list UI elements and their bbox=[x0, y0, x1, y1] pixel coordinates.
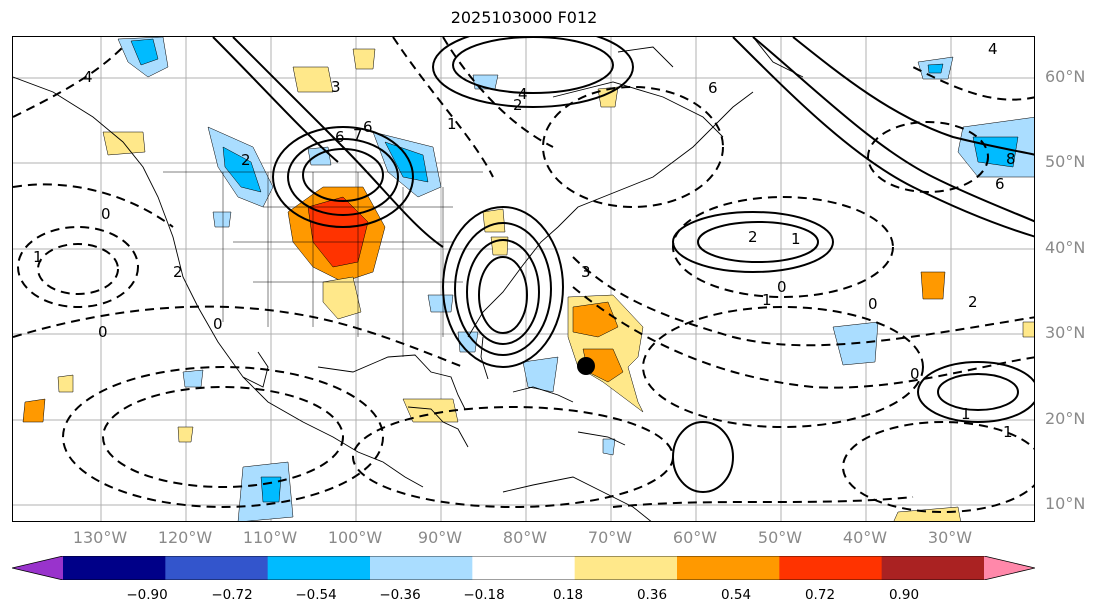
lon-label: 40°W bbox=[842, 528, 888, 547]
lon-label: 50°W bbox=[757, 528, 803, 547]
contour-label: 1 bbox=[33, 248, 43, 266]
colorbar-segment bbox=[779, 556, 883, 580]
contour-label: 1 bbox=[791, 230, 801, 248]
colorbar-segment bbox=[165, 556, 269, 580]
colorbar-tick: −0.18 bbox=[463, 587, 505, 603]
storm-center-dot bbox=[577, 357, 595, 375]
lat-label: 40°N bbox=[1045, 238, 1086, 257]
contour-label: 2 bbox=[173, 263, 183, 281]
contour-label: 7 bbox=[353, 126, 363, 144]
contour-label: 0 bbox=[213, 315, 223, 333]
colorbar-segment bbox=[267, 556, 371, 580]
colorbar-segment bbox=[677, 556, 780, 580]
contour-label: 1 bbox=[961, 405, 971, 423]
colorbar-segment bbox=[63, 556, 166, 580]
contour-label: 4 bbox=[83, 68, 93, 86]
colorbar-extend-high bbox=[984, 556, 1035, 580]
lat-label: 20°N bbox=[1045, 409, 1086, 428]
state-borders bbox=[163, 171, 483, 357]
colorbar-tick: −0.72 bbox=[211, 587, 253, 603]
colorbar-tick: 0.18 bbox=[552, 587, 584, 603]
contour-label: 1 bbox=[1003, 423, 1013, 441]
colorbar-tick: 0.54 bbox=[720, 587, 752, 603]
shading-negative bbox=[117, 37, 1034, 521]
contour-label: 6 bbox=[335, 128, 345, 146]
colorbar-segment bbox=[881, 556, 985, 580]
contour-label: 6 bbox=[708, 79, 718, 97]
contours-dashed bbox=[13, 37, 1034, 513]
contour-label: 0 bbox=[868, 295, 878, 313]
lon-label: 70°W bbox=[587, 528, 633, 547]
coastlines bbox=[13, 37, 804, 521]
contour-label: 2 bbox=[241, 151, 251, 169]
contour-label: 3 bbox=[581, 263, 591, 281]
contour-label: 1 bbox=[762, 291, 772, 309]
lat-label: 60°N bbox=[1045, 67, 1086, 86]
colorbar-tick: −0.54 bbox=[295, 587, 337, 603]
contour-label: 3 bbox=[331, 78, 341, 96]
map-panel: 4 6 3 2 1 0 6 7 4 6 4 8 6 2 1 0 3 2 1 0 bbox=[12, 36, 1035, 522]
colorbar-tick: −0.90 bbox=[126, 587, 168, 603]
contour-label: 0 bbox=[101, 205, 111, 223]
lon-label: 30°W bbox=[927, 528, 973, 547]
contour-label: 2 bbox=[513, 96, 523, 114]
contour-label: 6 bbox=[995, 175, 1005, 193]
colorbar-tick: 0.90 bbox=[888, 587, 920, 603]
colorbar-tick: 0.36 bbox=[636, 587, 668, 603]
map-canvas: 4 6 3 2 1 0 6 7 4 6 4 8 6 2 1 0 3 2 1 0 bbox=[13, 37, 1034, 521]
lon-label: 80°W bbox=[502, 528, 548, 547]
lon-label: 110°W bbox=[242, 528, 298, 547]
contour-label: 6 bbox=[363, 118, 373, 136]
colorbar-tick: 0.72 bbox=[804, 587, 836, 603]
contour-label: 2 bbox=[968, 293, 978, 311]
colorbar-extend-low bbox=[12, 556, 63, 580]
contour-label: 4 bbox=[988, 40, 998, 58]
contour-labels: 4 6 3 2 1 0 6 7 4 6 4 8 6 2 1 0 3 2 1 0 bbox=[33, 40, 1016, 441]
contour-label: 4 bbox=[518, 85, 528, 103]
lon-label: 60°W bbox=[672, 528, 718, 547]
lat-label: 50°N bbox=[1045, 152, 1086, 171]
contour-label: 8 bbox=[1006, 150, 1016, 168]
colorbar-segment bbox=[472, 556, 576, 580]
colorbar bbox=[12, 556, 1035, 580]
colorbar-tick: −0.36 bbox=[379, 587, 421, 603]
shading-positive bbox=[22, 48, 1034, 521]
lat-label: 30°N bbox=[1045, 323, 1086, 342]
lon-label: 130°W bbox=[72, 528, 128, 547]
contour-label: 0 bbox=[98, 323, 108, 341]
lon-label: 120°W bbox=[157, 528, 213, 547]
colorbar-segment bbox=[574, 556, 678, 580]
contour-label: 0 bbox=[910, 365, 920, 383]
contours-solid bbox=[212, 37, 1034, 493]
lat-label: 10°N bbox=[1045, 494, 1086, 513]
lon-label: 100°W bbox=[327, 528, 383, 547]
colorbar-segment bbox=[370, 556, 473, 580]
map-title: 2025103000 F012 bbox=[450, 8, 598, 27]
contour-label: 1 bbox=[447, 115, 457, 133]
contour-label: 2 bbox=[748, 228, 758, 246]
contour-label: 0 bbox=[777, 278, 787, 296]
lon-label: 90°W bbox=[417, 528, 463, 547]
